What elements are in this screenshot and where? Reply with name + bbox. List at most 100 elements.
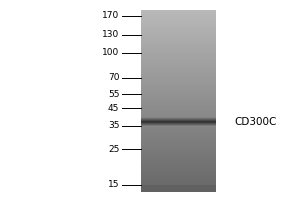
Bar [141,66,216,68]
Bar [141,83,216,85]
Bar [141,187,216,188]
Bar [141,154,216,156]
Bar [141,118,216,119]
Bar [141,123,216,124]
Bar [141,59,216,61]
Bar [141,39,216,41]
Bar [141,21,216,23]
Bar [141,112,216,114]
Bar [141,145,216,146]
Bar [141,106,216,108]
Text: 15: 15 [108,180,119,189]
Bar [141,25,216,26]
Bar [141,130,216,132]
Bar [141,76,216,77]
Text: 45: 45 [108,104,119,113]
Bar [141,30,216,32]
Bar [141,163,216,165]
Bar [141,99,216,101]
Bar [141,121,216,123]
Bar [141,143,216,145]
Bar [141,54,216,56]
Bar [141,14,216,15]
Bar [141,52,216,54]
Bar [141,139,216,141]
Bar [141,94,216,96]
Bar [141,92,216,94]
Bar [141,88,216,90]
Bar [141,117,216,119]
Bar [141,15,216,17]
Bar [141,114,216,116]
Bar [141,134,216,136]
Bar [141,177,216,179]
Bar [141,17,216,19]
Bar [141,165,216,167]
Bar [141,96,216,97]
Bar [141,26,216,28]
Text: 170: 170 [102,11,119,20]
Bar [141,65,216,66]
Bar [141,85,216,86]
Bar [141,137,216,139]
Bar [141,148,216,150]
Bar [141,105,216,106]
Bar [141,23,216,25]
Bar [141,159,216,161]
Text: 100: 100 [102,48,119,57]
Bar [141,34,216,35]
Bar [141,146,216,148]
Bar [141,68,216,70]
Bar [141,50,216,52]
Bar [141,152,216,154]
Bar [141,183,216,185]
Bar [141,185,216,192]
Bar [141,123,216,125]
Bar [141,119,216,121]
Text: 25: 25 [108,145,119,154]
Bar [141,190,216,192]
Bar [141,57,216,59]
Bar [141,168,216,170]
Bar [141,72,216,74]
Bar [141,77,216,79]
Bar [141,108,216,110]
Bar [141,174,216,176]
Bar [141,10,216,12]
Bar [141,188,216,190]
Bar [141,125,216,126]
Bar [141,63,216,65]
Bar [141,86,216,88]
Bar [141,35,216,37]
Bar [141,110,216,112]
Bar [141,172,216,174]
Bar [141,61,216,63]
Bar [141,37,216,39]
Bar [141,157,216,159]
Bar [141,136,216,137]
Bar [141,132,216,134]
Bar [141,32,216,34]
Bar [141,185,216,187]
Text: 130: 130 [102,30,119,39]
Bar [141,170,216,172]
Bar [141,128,216,130]
Bar [141,97,216,99]
Bar [141,101,216,103]
Bar [141,179,216,181]
Text: 70: 70 [108,73,119,82]
Bar [141,55,216,57]
Bar [141,150,216,152]
Text: 35: 35 [108,121,119,130]
Bar [141,19,216,21]
Bar [141,48,216,50]
Bar [141,45,216,46]
Bar [141,43,216,45]
Bar [141,46,216,48]
Bar [141,125,216,126]
Bar [141,12,216,14]
Bar [141,119,216,120]
Text: 55: 55 [108,90,119,99]
Bar [141,28,216,30]
Bar [141,117,216,118]
